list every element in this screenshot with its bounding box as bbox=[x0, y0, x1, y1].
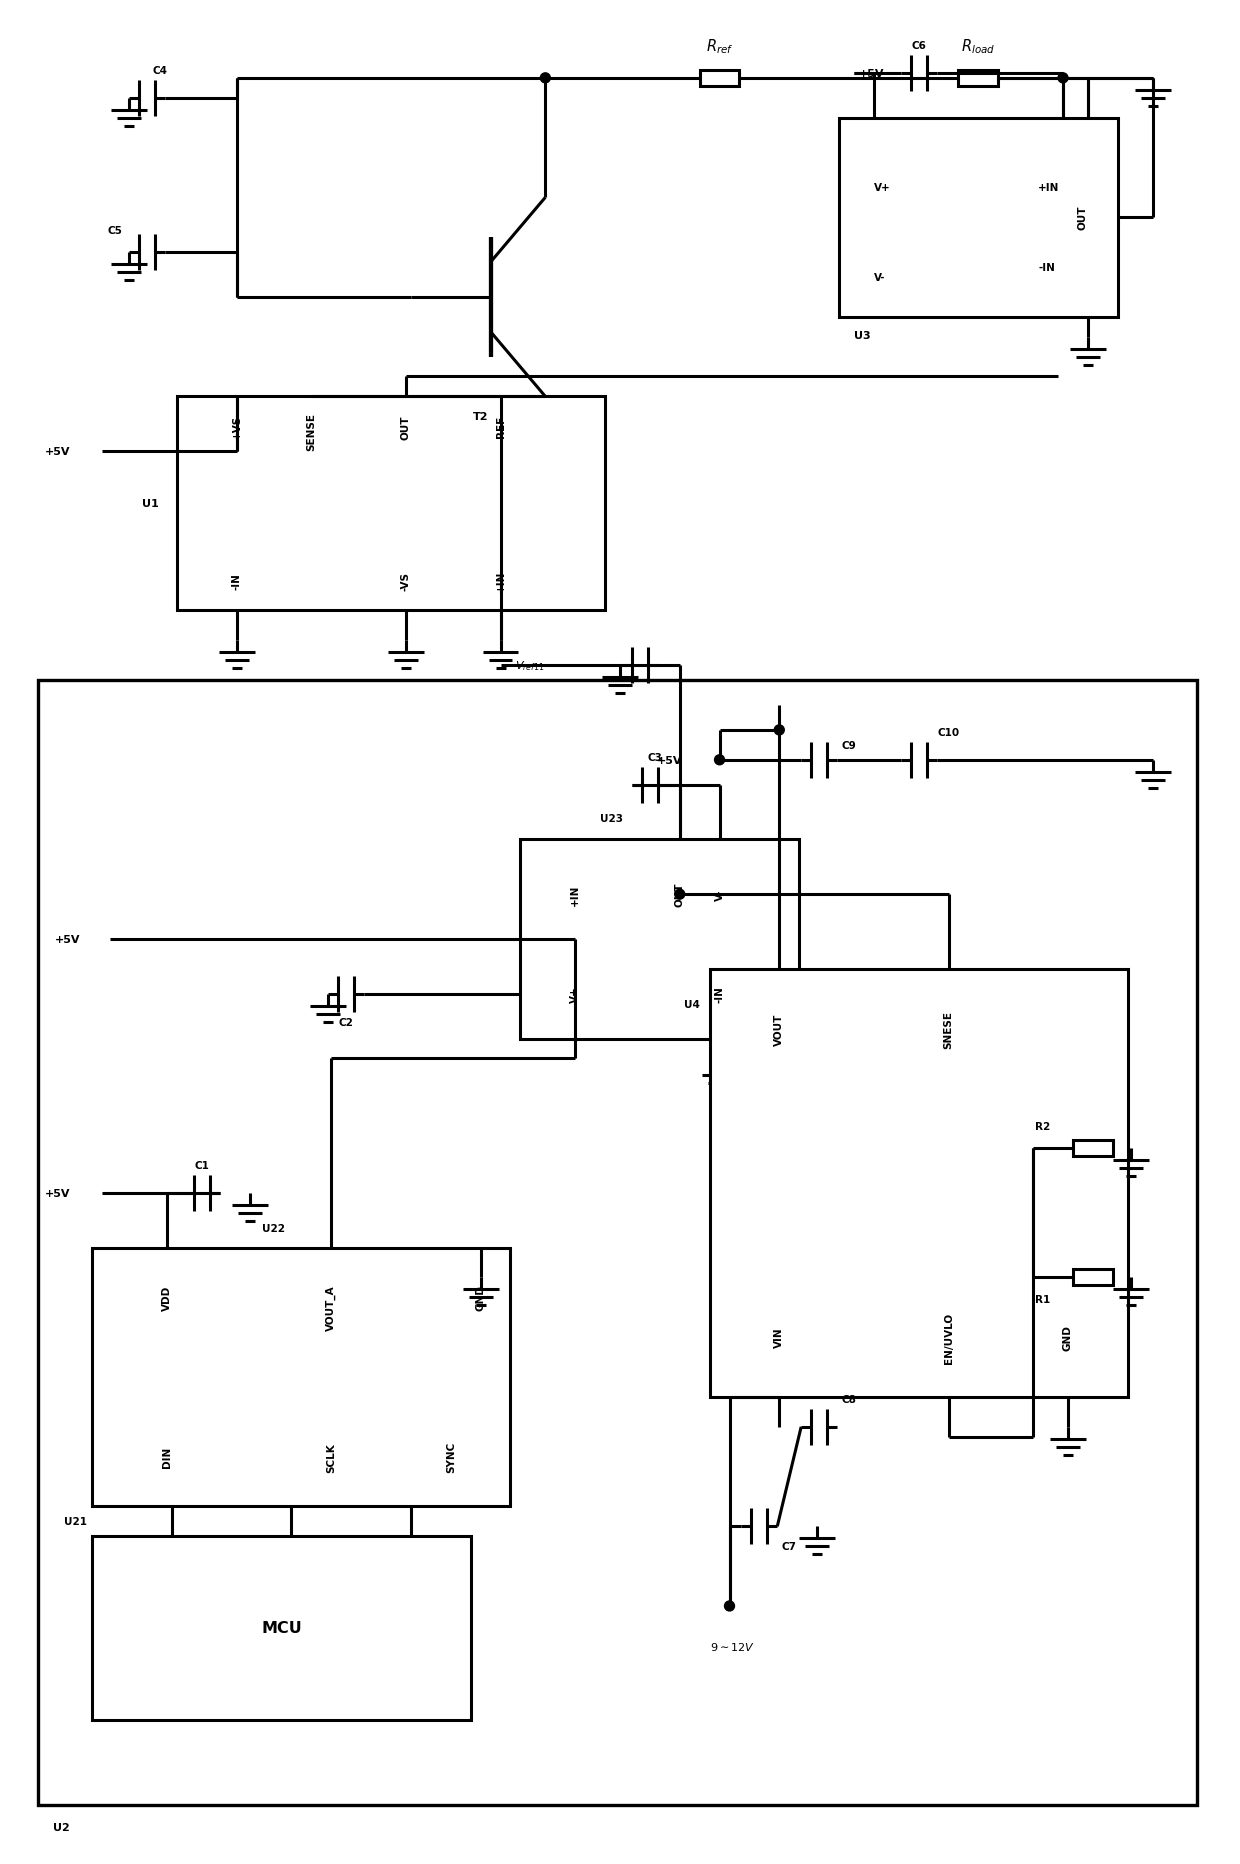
Text: $9{\sim}12V$: $9{\sim}12V$ bbox=[709, 1640, 755, 1652]
Text: GND: GND bbox=[1063, 1325, 1073, 1350]
Text: VOUT: VOUT bbox=[774, 1012, 784, 1046]
Text: -IN: -IN bbox=[714, 986, 724, 1003]
Text: U23: U23 bbox=[600, 813, 622, 824]
Circle shape bbox=[541, 75, 551, 84]
Bar bbox=[699, 71, 739, 88]
Text: -IN: -IN bbox=[1038, 263, 1055, 272]
Text: C7: C7 bbox=[781, 1542, 797, 1551]
Text: U4: U4 bbox=[683, 999, 699, 1008]
Text: V-: V- bbox=[874, 272, 885, 283]
Text: $V_{ref11}$: $V_{ref11}$ bbox=[516, 660, 546, 673]
Text: V-: V- bbox=[714, 889, 724, 900]
Text: SCLK: SCLK bbox=[326, 1443, 336, 1473]
Text: +IN: +IN bbox=[1038, 183, 1059, 194]
Text: C8: C8 bbox=[842, 1394, 857, 1404]
Circle shape bbox=[675, 889, 684, 900]
Text: GND: GND bbox=[476, 1284, 486, 1310]
Text: C9: C9 bbox=[842, 740, 857, 751]
Text: OUT: OUT bbox=[401, 416, 410, 440]
Text: +5V: +5V bbox=[55, 934, 81, 945]
Text: C5: C5 bbox=[108, 226, 123, 237]
Bar bbox=[521, 841, 800, 1038]
Text: -IN: -IN bbox=[232, 572, 242, 589]
Text: VOUT_A: VOUT_A bbox=[326, 1284, 336, 1331]
Text: $R_{ref}$: $R_{ref}$ bbox=[706, 37, 733, 56]
Bar bbox=[177, 397, 605, 611]
Text: $R_{load}$: $R_{load}$ bbox=[961, 37, 996, 56]
Text: DIN: DIN bbox=[162, 1446, 172, 1467]
Text: C4: C4 bbox=[153, 65, 167, 76]
Bar bbox=[92, 1247, 511, 1506]
Text: OUT: OUT bbox=[1078, 205, 1087, 231]
Circle shape bbox=[714, 755, 724, 766]
Text: REF: REF bbox=[496, 416, 506, 438]
Text: C10: C10 bbox=[937, 727, 960, 738]
Text: EN/UVLO: EN/UVLO bbox=[944, 1312, 954, 1363]
Text: VIN: VIN bbox=[774, 1327, 784, 1348]
Text: V+: V+ bbox=[874, 183, 890, 194]
Text: U2: U2 bbox=[52, 1821, 69, 1832]
Circle shape bbox=[774, 725, 784, 736]
Bar bbox=[839, 119, 1117, 317]
Text: +5V: +5V bbox=[45, 1187, 71, 1199]
Text: C1: C1 bbox=[195, 1159, 210, 1171]
Text: +VS: +VS bbox=[232, 416, 242, 440]
Text: U3: U3 bbox=[854, 330, 870, 341]
Text: +IN: +IN bbox=[496, 570, 506, 593]
Text: +IN: +IN bbox=[570, 884, 580, 906]
Bar bbox=[959, 71, 998, 88]
Text: -VS: -VS bbox=[401, 572, 410, 591]
Text: C6: C6 bbox=[911, 41, 926, 50]
Text: +5V: +5V bbox=[45, 447, 71, 457]
Bar bbox=[1073, 1141, 1112, 1156]
Text: VDD: VDD bbox=[162, 1284, 172, 1310]
Text: R1: R1 bbox=[1035, 1295, 1050, 1305]
Text: SYNC: SYNC bbox=[445, 1441, 456, 1473]
Text: U22: U22 bbox=[262, 1223, 285, 1232]
Text: T2: T2 bbox=[472, 412, 489, 421]
Text: MCU: MCU bbox=[262, 1620, 301, 1635]
Text: C2: C2 bbox=[339, 1018, 353, 1027]
Bar bbox=[709, 969, 1127, 1398]
Bar bbox=[1073, 1269, 1112, 1286]
Text: U21: U21 bbox=[64, 1517, 87, 1527]
Text: U1: U1 bbox=[143, 500, 159, 509]
Bar bbox=[37, 680, 1198, 1804]
Circle shape bbox=[1058, 75, 1068, 84]
Text: +5V: +5V bbox=[657, 755, 682, 766]
Text: V+: V+ bbox=[570, 986, 580, 1003]
Text: +5V: +5V bbox=[859, 69, 884, 78]
Text: OUT: OUT bbox=[675, 882, 684, 908]
Text: R2: R2 bbox=[1035, 1122, 1050, 1131]
Bar bbox=[92, 1536, 471, 1720]
Text: C3: C3 bbox=[647, 753, 662, 762]
Text: SNESE: SNESE bbox=[944, 1010, 954, 1048]
Circle shape bbox=[724, 1601, 734, 1610]
Text: SENSE: SENSE bbox=[306, 414, 316, 451]
